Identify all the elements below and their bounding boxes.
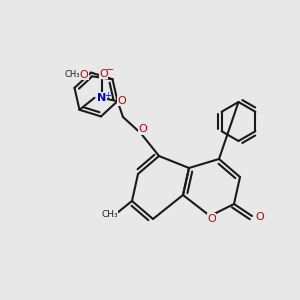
Text: O: O: [255, 212, 264, 223]
Text: O: O: [99, 69, 108, 79]
Text: +: +: [104, 91, 110, 100]
Text: CH₃: CH₃: [101, 210, 118, 219]
Text: O: O: [80, 70, 88, 80]
Text: N: N: [98, 93, 106, 103]
Text: O: O: [117, 96, 126, 106]
Text: CH₃: CH₃: [64, 70, 80, 79]
Text: O: O: [138, 124, 147, 134]
Text: −: −: [106, 65, 115, 75]
Text: O: O: [207, 214, 216, 224]
